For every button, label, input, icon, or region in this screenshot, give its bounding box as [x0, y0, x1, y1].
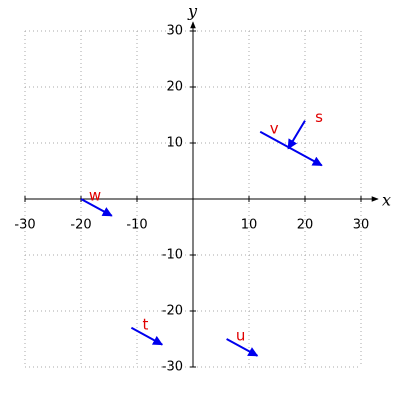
- y-tick-label: -30: [162, 360, 183, 375]
- x-tick-label: -30: [14, 218, 35, 233]
- x-tick-label: 10: [241, 218, 258, 233]
- y-tick-label: -10: [162, 248, 183, 263]
- y-tick-label: 20: [166, 80, 183, 95]
- vector-label: u: [236, 327, 246, 345]
- x-tick-label: 30: [353, 218, 370, 233]
- x-axis-label: x: [382, 191, 391, 210]
- y-tick-label: -20: [162, 304, 183, 319]
- vector-arrow: [80, 198, 113, 217]
- x-tick-label: -10: [126, 218, 147, 233]
- x-tick-label: 20: [297, 218, 314, 233]
- vector-arrow: [287, 120, 306, 150]
- vector-arrow: [226, 338, 259, 357]
- vector-label: w: [89, 187, 101, 205]
- y-axis-label: y: [187, 2, 198, 21]
- y-tick-label: 10: [166, 136, 183, 151]
- vector-label: v: [270, 119, 279, 137]
- vector-label: t: [142, 315, 148, 333]
- vector-label: s: [315, 108, 323, 126]
- y-tick-label: 30: [166, 24, 183, 39]
- x-tick-label: -20: [70, 218, 91, 233]
- vector-arrow: [130, 326, 164, 346]
